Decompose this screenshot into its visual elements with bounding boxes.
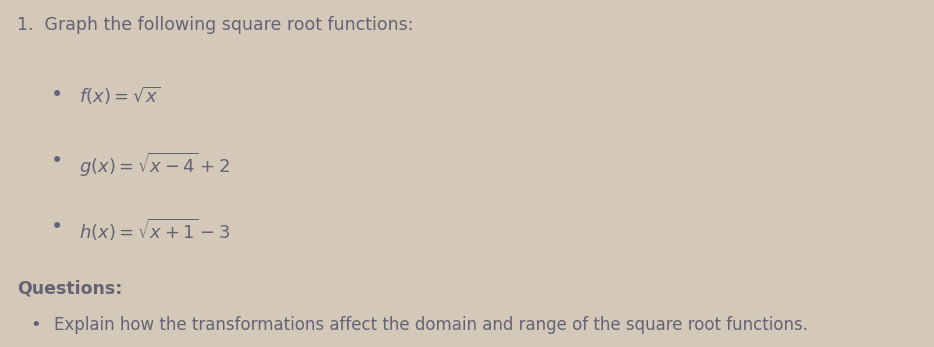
Text: •: • bbox=[30, 316, 41, 334]
Text: Questions:: Questions: bbox=[17, 279, 122, 297]
Text: $f(x) = \sqrt{x}$: $f(x) = \sqrt{x}$ bbox=[79, 85, 162, 107]
Text: •: • bbox=[51, 85, 64, 105]
Text: •: • bbox=[51, 151, 64, 171]
Text: 1.  Graph the following square root functions:: 1. Graph the following square root funct… bbox=[17, 16, 414, 34]
Text: •: • bbox=[51, 217, 64, 237]
Text: $g(x) = \sqrt{x-4}+2$: $g(x) = \sqrt{x-4}+2$ bbox=[79, 151, 231, 179]
Text: $h(x) = \sqrt{x+1}-3$: $h(x) = \sqrt{x+1}-3$ bbox=[79, 217, 231, 243]
Text: Explain how the transformations affect the domain and range of the square root f: Explain how the transformations affect t… bbox=[54, 316, 808, 334]
